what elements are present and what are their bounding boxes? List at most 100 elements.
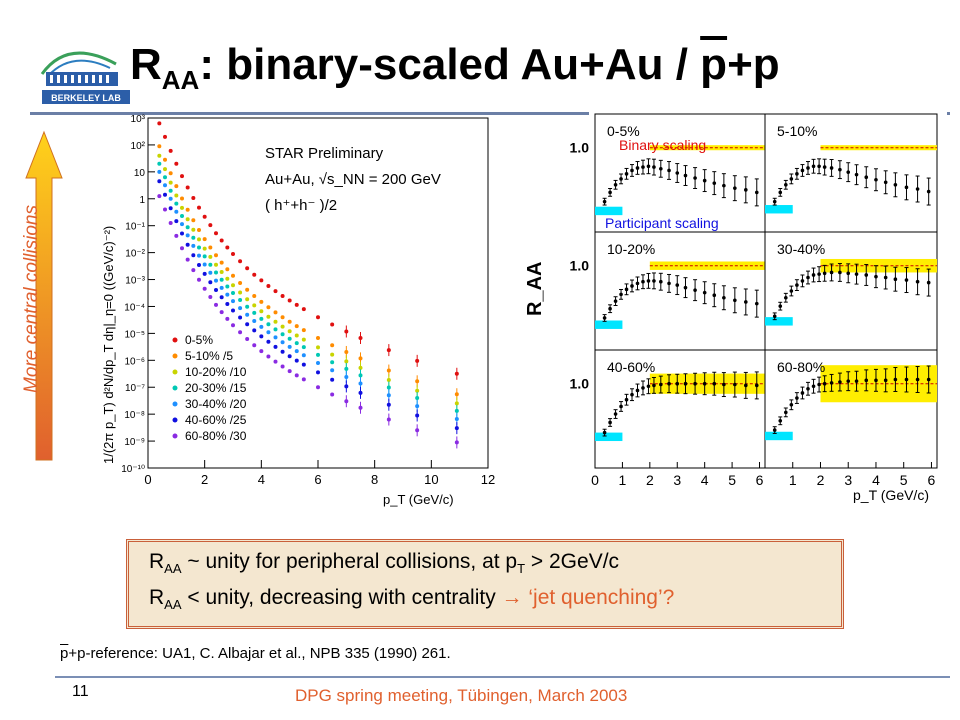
spectra-point (191, 227, 196, 232)
spectra-point (454, 417, 459, 421)
spectra-point (214, 288, 218, 293)
spectra-point (231, 308, 235, 313)
spectra-point (415, 404, 420, 409)
raa-point (817, 382, 821, 387)
spectra-point (316, 335, 320, 340)
spectra-point (191, 268, 196, 273)
participant-scaling-band (595, 206, 623, 216)
spectra-point (219, 310, 224, 315)
spectra-point (294, 333, 299, 338)
spectra-x-tick-label: 6 (314, 472, 321, 487)
spectra-point (180, 222, 184, 227)
raa-point (829, 381, 834, 385)
spectra-point (415, 379, 420, 384)
raa-point (722, 183, 726, 188)
spectra-point (191, 235, 196, 240)
spectra-y-tick-label: 10⁻⁴ (124, 302, 145, 313)
raa-point (811, 273, 816, 277)
spectra-point (252, 303, 257, 308)
raa-point (874, 274, 878, 279)
spectra-point (231, 251, 235, 256)
spectra-point (266, 305, 271, 310)
spectra-point (208, 280, 213, 285)
raa-point (733, 298, 737, 303)
spectra-point (238, 306, 243, 311)
raa-point (817, 164, 821, 169)
raa-point (864, 175, 869, 180)
spectra-point (266, 314, 271, 319)
spectra-point (202, 271, 207, 276)
spectra-point (266, 284, 271, 288)
spectra-point (280, 364, 285, 369)
legend-entry: 40-60% /25 (185, 413, 247, 427)
raa-point (675, 171, 680, 175)
spectra-point (245, 304, 250, 309)
spectra-point (316, 315, 320, 320)
raa-point (667, 381, 671, 386)
spectra-point (231, 273, 235, 278)
spectra-point (163, 192, 167, 197)
raa-point (789, 177, 794, 181)
raa-point (789, 289, 794, 293)
legend-marker (172, 369, 178, 375)
spectra-point (174, 209, 179, 214)
raa-point (838, 380, 842, 384)
raa-point (722, 382, 726, 387)
spectra-point (214, 253, 218, 258)
raa-point (904, 185, 909, 190)
spectra-point (238, 259, 243, 264)
spectra-point (294, 341, 299, 346)
spectra-point (157, 161, 162, 166)
spectra-point (202, 246, 207, 251)
spectra-point (259, 324, 264, 329)
raa-point (822, 381, 827, 386)
spectra-point (185, 233, 190, 238)
legend-marker (172, 401, 178, 407)
spectra-point (174, 219, 179, 224)
raa-point (733, 382, 737, 387)
spectra-point (266, 339, 271, 344)
spectra-point (197, 237, 201, 242)
spectra-point (316, 385, 320, 390)
raa-panel-frame (764, 349, 938, 469)
spectra-point (168, 206, 173, 211)
spectra-point (191, 218, 196, 223)
spectra-point (231, 299, 235, 304)
centrality-arrow (25, 130, 63, 461)
raa-point (772, 199, 777, 204)
raa-point (784, 410, 788, 415)
binary-scaling-band (820, 258, 937, 273)
more-central-label: More central collisions (21, 205, 42, 393)
raa-x-tick-label: 3 (673, 472, 681, 488)
raa-point (864, 273, 869, 277)
spectra-point (287, 319, 292, 324)
raa-point (854, 272, 859, 276)
raa-point (635, 388, 640, 393)
spectra-point (259, 316, 264, 321)
raa-point (806, 275, 810, 280)
spectra-point (163, 167, 167, 172)
raa-point (926, 189, 931, 194)
spectra-point (287, 344, 292, 349)
spectra-point (287, 369, 292, 374)
raa-point (744, 300, 748, 304)
spectra-point (415, 396, 420, 400)
spectra-point (330, 377, 335, 382)
spectra-point (168, 188, 173, 193)
raa-point (846, 170, 851, 174)
logo-text: BERKELEY LAB (51, 93, 121, 103)
spectra-point (225, 292, 230, 297)
raa-point (683, 285, 688, 290)
raa-point (926, 280, 931, 285)
spectra-point (454, 426, 459, 431)
spectra-point (157, 169, 162, 174)
spectra-point (259, 309, 264, 314)
spectra-point (231, 291, 235, 295)
spectra-point (266, 354, 271, 359)
raa-point (806, 386, 810, 391)
spectra-point (252, 328, 257, 333)
spectra-point (197, 277, 201, 282)
raa-xlabel: p_T (GeV/c) (853, 487, 929, 503)
spectra-point (225, 276, 230, 281)
raa-point (602, 430, 607, 435)
